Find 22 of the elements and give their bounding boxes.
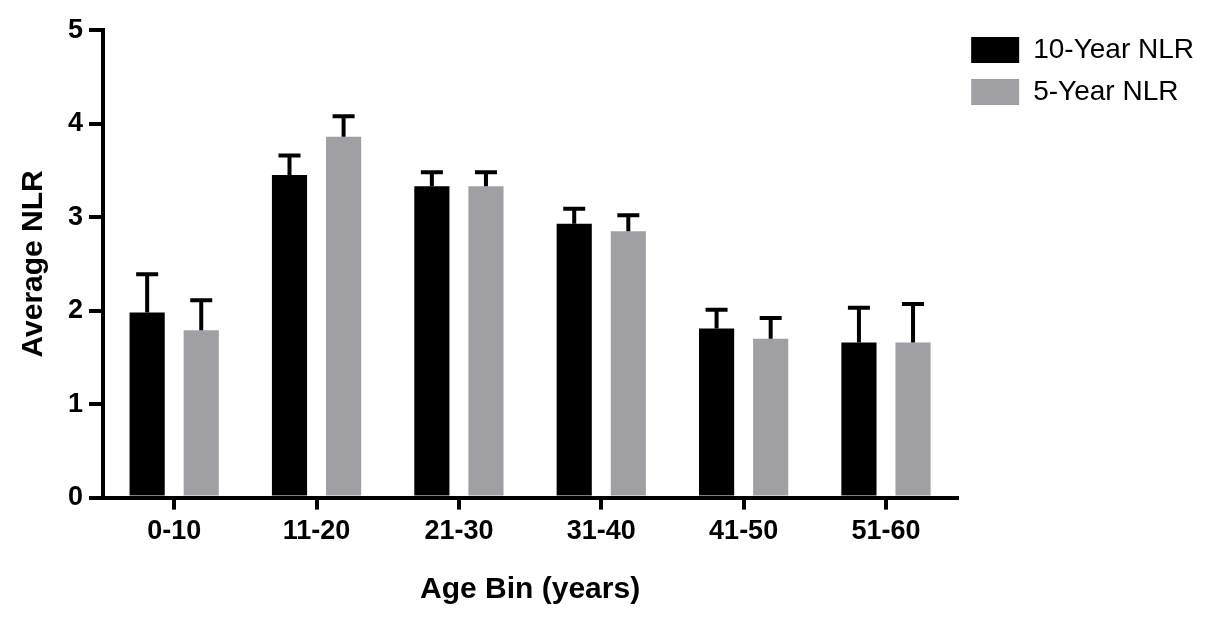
x-tick-label: 51-60 [851, 515, 921, 546]
legend-label: 5-Year NLR [1033, 74, 1179, 106]
x-tick-label: 0-10 [147, 515, 202, 546]
y-tick-label: 5 [67, 13, 84, 44]
bar [468, 186, 504, 496]
y-tick-label: 0 [67, 481, 84, 512]
x-axis-title: Age Bin (years) [420, 571, 641, 605]
y-tick-label: 3 [67, 200, 84, 231]
legend-label: 10-Year NLR [1033, 32, 1195, 64]
x-tick-label: 11-20 [282, 515, 351, 546]
x-tick-label: 41-50 [709, 515, 779, 546]
x-tick-label: 21-30 [424, 515, 494, 546]
x-tick-label: 31-40 [566, 515, 636, 546]
y-tick-label: 4 [67, 107, 84, 138]
y-axis-title: Average NLR [15, 169, 49, 358]
y-tick-label: 1 [67, 387, 84, 418]
bar [610, 231, 646, 496]
bar [895, 342, 931, 496]
bar [183, 330, 219, 496]
y-tick-label: 2 [67, 294, 84, 325]
bar [326, 136, 362, 496]
bar [753, 338, 789, 496]
